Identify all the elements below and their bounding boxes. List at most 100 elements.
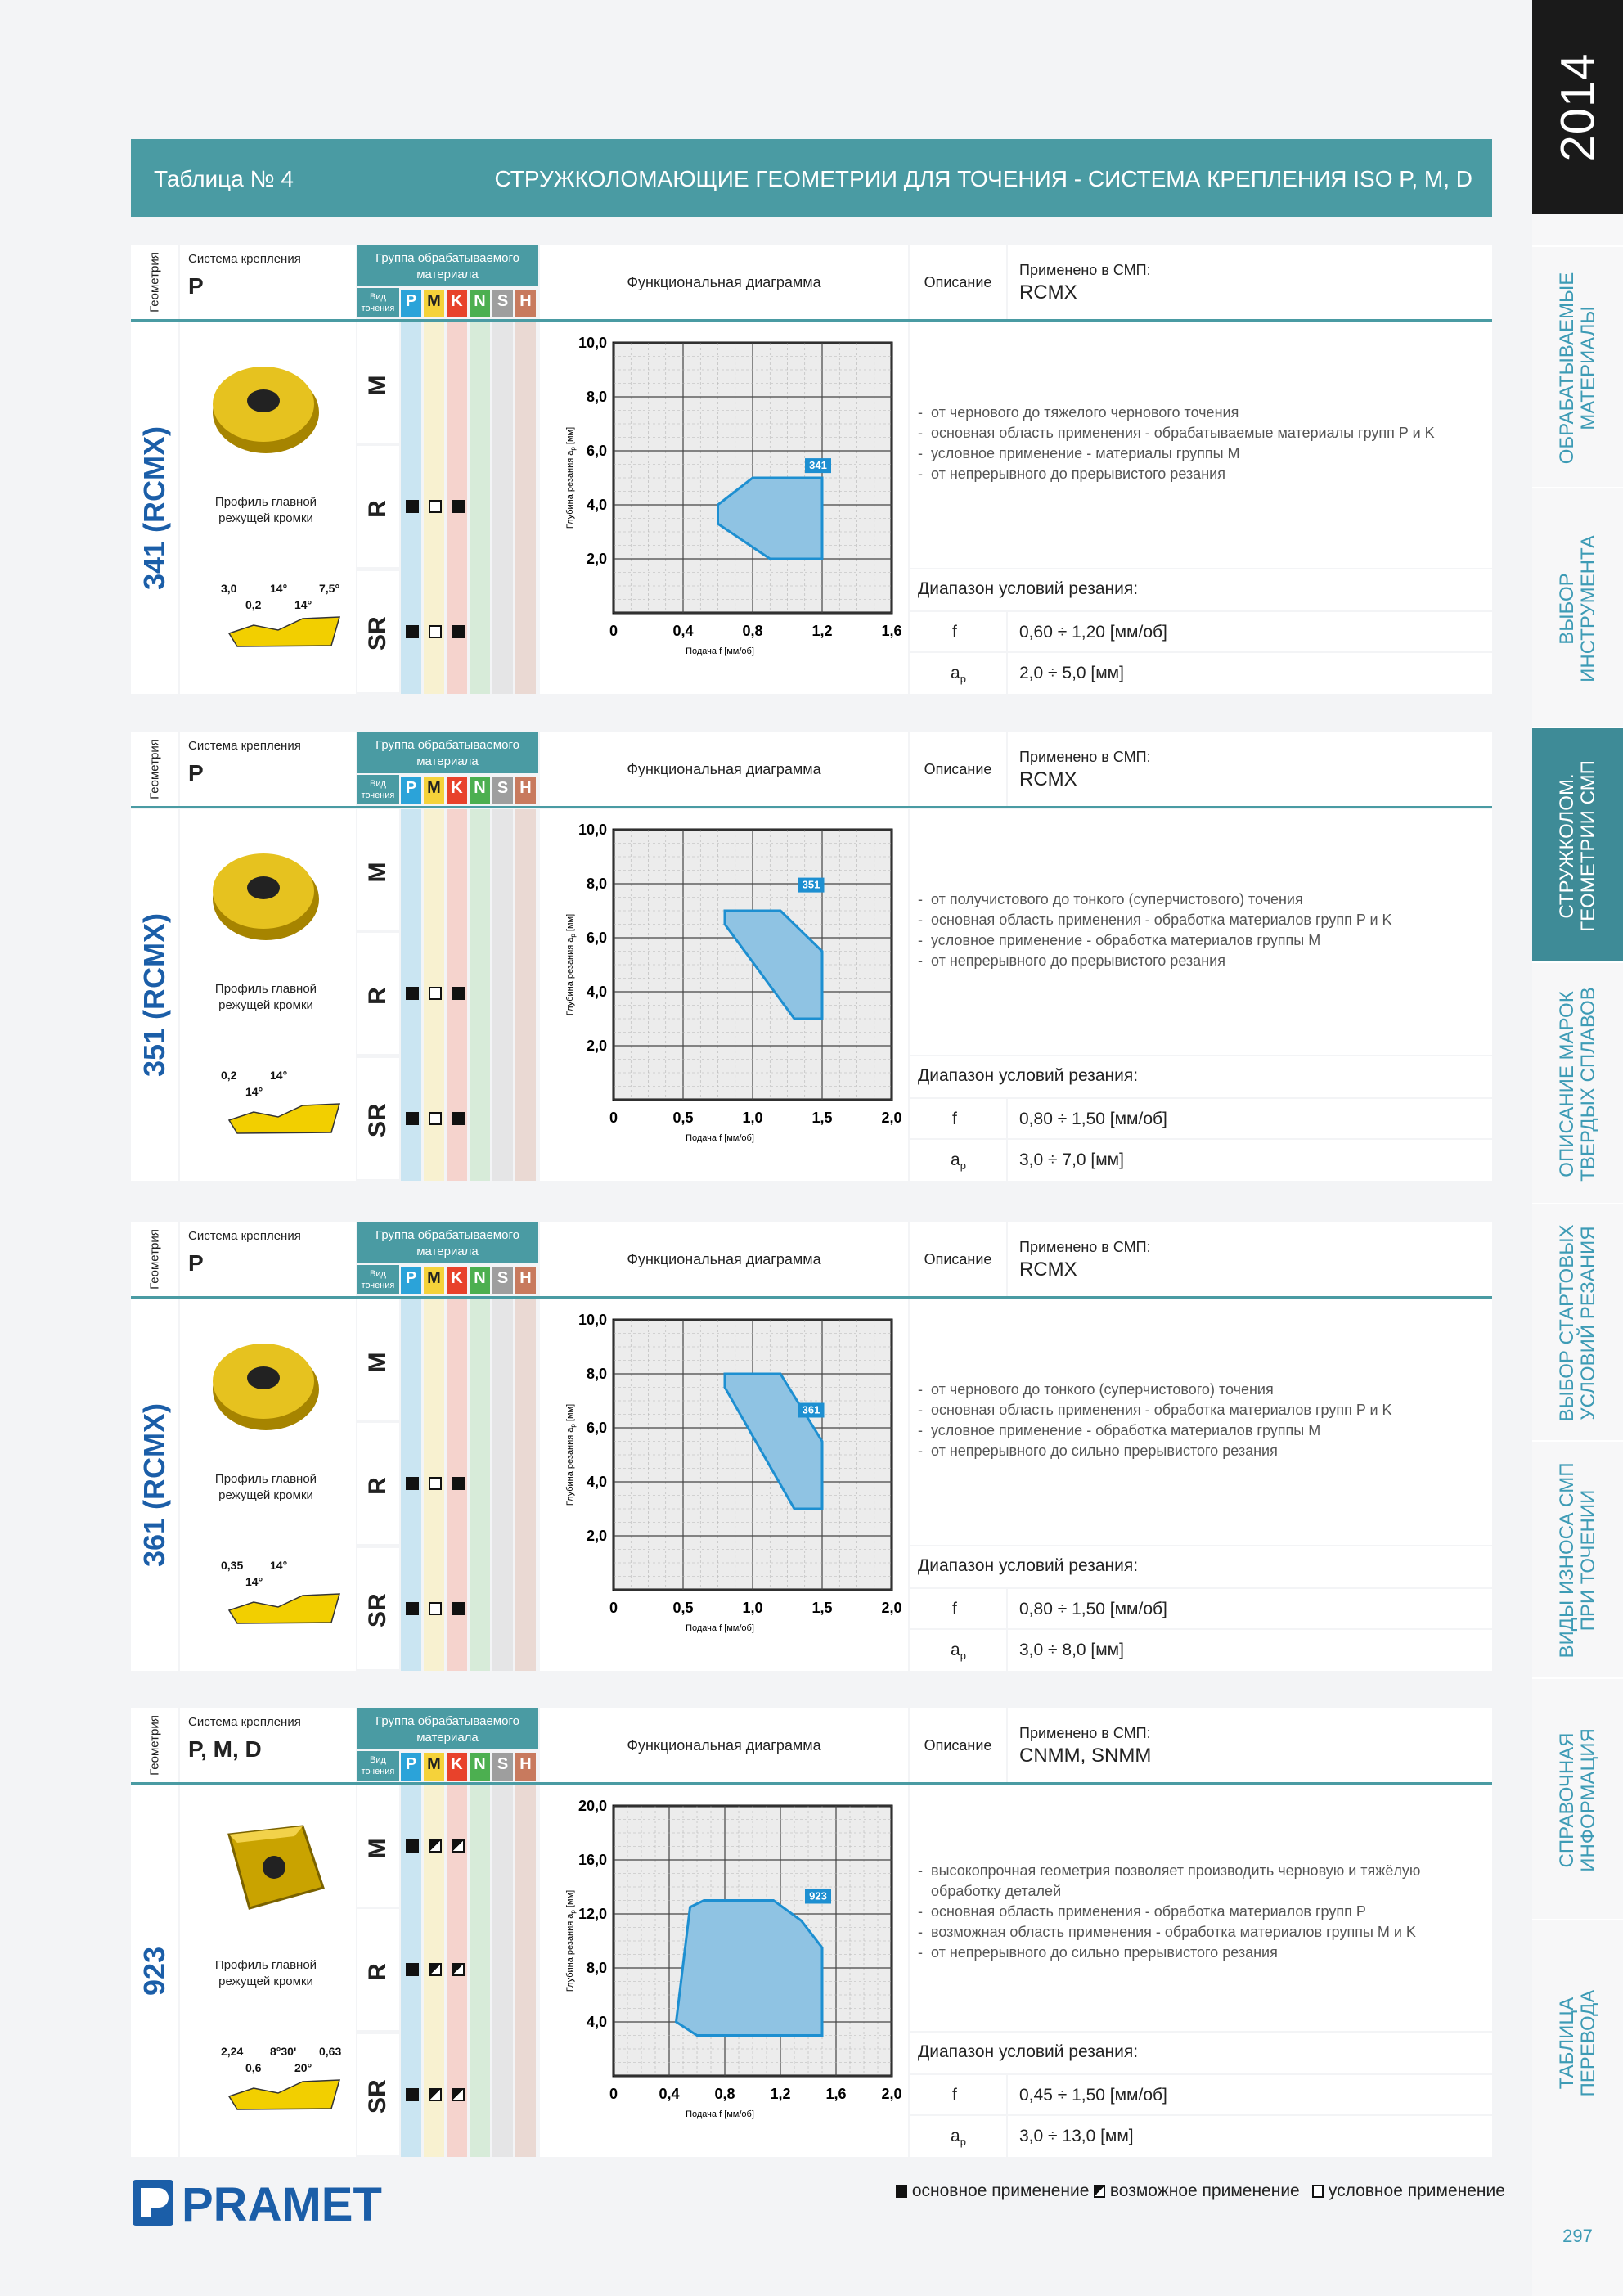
page-number: 297 [1562, 2226, 1593, 2246]
empty-square-icon [429, 1112, 442, 1125]
legend-full-label: основное применение [911, 2181, 1090, 2200]
x-tick-label: 0 [609, 2086, 618, 2102]
side-tab-6[interactable]: ВИДЫ ИЗНОСА СМП ПРИ ТОЧЕНИИ [1532, 1440, 1623, 1679]
x-tick-label: 2,0 [881, 1600, 901, 1616]
year-block: 2014 [1532, 0, 1623, 214]
y-axis-label: Глубина резания ap [мм] [565, 1404, 577, 1506]
diagram-header: Функциональная диаграмма [627, 761, 821, 777]
side-tab-1[interactable]: ОБРАБАТЫВАЕМЫЕ МАТЕРИАЛЫ [1532, 245, 1623, 488]
geometry-section: Геометрия Система крепления P Группа обраба… [131, 245, 1492, 694]
range-title: Диапазон условий резания: [918, 1556, 1139, 1575]
mode-label-r: R [364, 1470, 392, 1502]
applied-label: Применено в СМП: [1019, 262, 1151, 278]
full-square-icon [452, 1602, 465, 1615]
ap-label-sub: p [960, 2136, 966, 2149]
y-axis-label-unit: [мм] [565, 1890, 575, 1910]
iso-h: H [515, 1753, 536, 1781]
ap-label: ap [951, 1150, 966, 1172]
y-axis-label-text: Глубина резания a [565, 1427, 575, 1506]
x-tick-label: 0 [609, 1600, 618, 1616]
x-tick-label: 1,2 [812, 623, 832, 639]
clamping-label: Система крепления [188, 1715, 301, 1729]
description-cell: от чернового до тяжелого чернового точен… [910, 322, 1492, 568]
insert-image-cell: Профиль главной режущей кромки 0,2 14° 14° [180, 809, 356, 1181]
x-tick-label: 0,5 [672, 1600, 693, 1616]
profile-label: Профиль главной режущей кромки [214, 1472, 317, 1502]
side-tab-4[interactable]: ОПИСАНИЕ МАРОК ТВЕРДЫХ СПЛАВОВ [1532, 961, 1623, 1204]
side-tab-label: СПРАВОЧНАЯ ИНФОРМАЦИЯ [1555, 1727, 1599, 1872]
applied-inserts: RCMX [1019, 768, 1077, 790]
diagram-cell: 361 10,0 8,0 6,0 4,0 2,0 0 0,5 1,0 1,5 2,0 Подача f… [540, 1299, 908, 1671]
description-item: от непрерывного до прерывистого резания [918, 951, 1474, 971]
side-tab-label: ОБРАБАТЫВАЕМЫЕ МАТЕРИАЛЫ [1555, 272, 1599, 464]
description-item: высокопрочная геометрия позволяет произв… [918, 1861, 1474, 1902]
side-tab-2[interactable]: ВЫБОР ИНСТРУМЕНТА [1532, 487, 1623, 728]
side-tab-3[interactable]: СТРУЖКОЛОМ. ГЕОМЕТРИИ СМП [1532, 727, 1623, 963]
range-title: Диапазон условий резания: [918, 579, 1139, 598]
profile-drawing: 0,2 14° 14° [221, 1069, 341, 1134]
half-square-icon [429, 1963, 442, 1976]
description-list: высокопрочная геометрия позволяет произв… [918, 1861, 1474, 1963]
profile-dimension: 20° [294, 2061, 312, 2074]
profile-dimension: 14° [294, 598, 312, 611]
iso-strip [492, 322, 513, 694]
ap-label-sub: p [960, 673, 966, 686]
ap-label-main: a [951, 1150, 960, 1169]
f-label: f [952, 1110, 957, 1128]
mode-text: R [364, 1477, 391, 1495]
full-square-icon [452, 1112, 465, 1125]
description-item: условное применение - материалы группы M [918, 443, 1474, 464]
mode-text: SR [364, 1103, 391, 1137]
x-tick-label: 1,0 [742, 1600, 762, 1616]
mode-text: R [364, 500, 391, 518]
iso-k: K [447, 777, 467, 804]
applied-inserts: CNMM, SNMM [1019, 1745, 1152, 1767]
half-square-icon [452, 1963, 465, 1976]
group-header: Группа обрабатываемого материала [357, 1222, 538, 1263]
side-tab-5[interactable]: ВЫБОР СТАРТОВЫХ УСЛОВИЙ РЕЗАНИЯ [1532, 1203, 1623, 1442]
iso-n: N [470, 1267, 490, 1294]
profile-dimension: 0,2 [221, 1069, 237, 1082]
y-axis-label-unit: [мм] [565, 427, 575, 447]
mode-cell [357, 933, 399, 1054]
iso-strip [470, 1785, 490, 2157]
f-value-cell: 0,60 ÷ 1,20 [мм/об] [1008, 612, 1492, 651]
side-tab-8[interactable]: ТАБЛИЦА ПЕРЕВОДА [1532, 1919, 1623, 2166]
turning-type-header: Вид точения [357, 1751, 399, 1781]
applied-cell: Применено в СМП: RCMX [1008, 245, 1492, 319]
mode-text: R [364, 1963, 391, 1981]
diagram-cell: 923 20,0 16,0 12,0 8,0 4,0 0 0,4 0,8 1,2 1,6 2,0 Под… [540, 1785, 908, 2157]
mode-label-sr: SR [364, 616, 392, 651]
iso-s: S [492, 290, 513, 317]
mode-cell [357, 1785, 399, 1907]
side-tab-7[interactable]: СПРАВОЧНАЯ ИНФОРМАЦИЯ [1532, 1677, 1623, 1920]
description-item: от непрерывного до прерывистого резания [918, 464, 1474, 484]
mode-label-m: M [364, 1346, 392, 1379]
description-item: основная область применения - обработка … [918, 910, 1474, 930]
y-axis-label-sub: p [569, 447, 577, 451]
table-title: СТРУЖКОЛОМАЮЩИЕ ГЕОМЕТРИИ ДЛЯ ТОЧЕНИЯ - … [494, 166, 1472, 191]
description-header: Описание [924, 1251, 992, 1267]
geometry-name-cell: 361 (RCMX) [131, 1299, 178, 1671]
diagram-cell: 351 10,0 8,0 6,0 4,0 2,0 0 0,5 1,0 1,5 2,0 Подача f… [540, 809, 908, 1181]
f-label-cell: f [910, 2075, 1006, 2114]
geometry-label-cell: Геометрия [131, 732, 178, 806]
legend-empty: условное применение [1312, 2181, 1505, 2201]
ap-label-main: a [951, 664, 960, 682]
x-tick-label: 0 [609, 1110, 618, 1126]
ap-label-cell: ap [910, 1140, 1006, 1181]
ap-label-cell: ap [910, 1630, 1006, 1671]
ap-label-cell: ap [910, 2116, 1006, 2157]
iso-strip [492, 1299, 513, 1671]
insert-image [213, 367, 319, 453]
geometry-name: 923 [137, 1946, 171, 1997]
brand-text: PRAMET [182, 2178, 382, 2229]
f-label: f [952, 1600, 957, 1618]
x-tick-label: 0,5 [672, 1110, 693, 1126]
section-divider [131, 1296, 1492, 1299]
y-tick-label: 12,0 [578, 1906, 607, 1922]
empty-square-icon [429, 987, 442, 1000]
iso-m: M [424, 290, 444, 317]
diagram-header-cell: Функциональная диаграмма [540, 1708, 908, 1782]
table-number: Таблица № 4 [154, 166, 294, 191]
